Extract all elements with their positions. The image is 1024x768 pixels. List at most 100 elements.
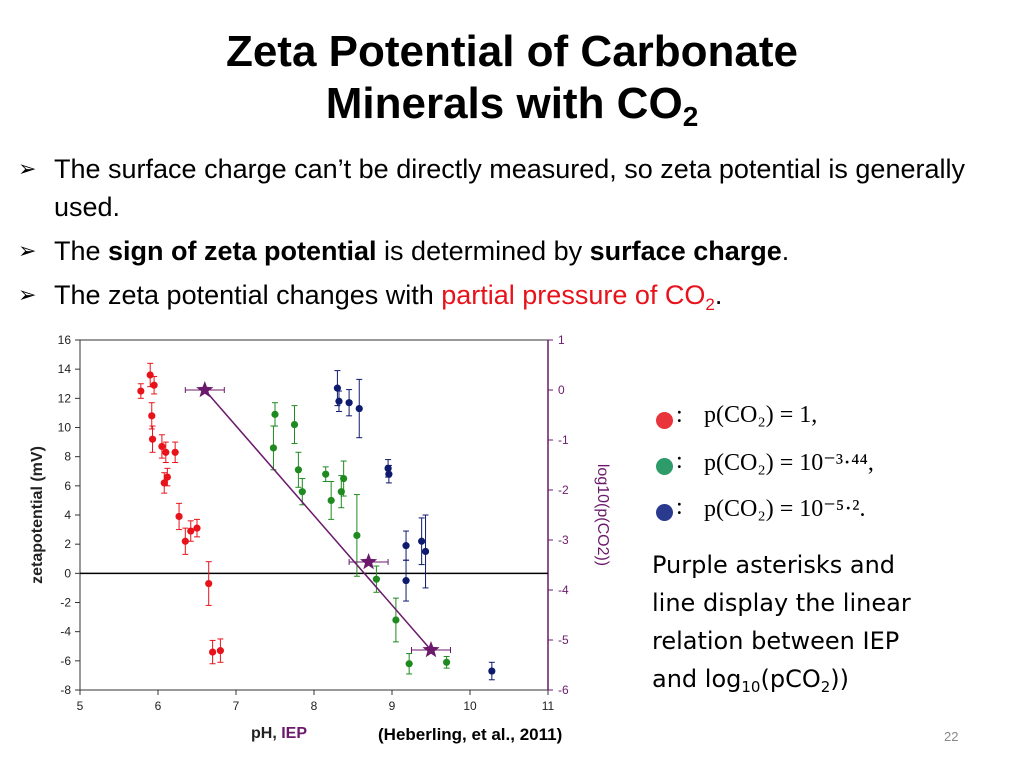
iep-regression-line (204, 389, 432, 651)
legend-dot-red (656, 412, 673, 429)
data-point (148, 412, 156, 420)
y-tick-label: 6 (64, 479, 71, 493)
x-axis-label: pH, IEP (251, 725, 307, 742)
data-point (175, 512, 183, 521)
legend-label: p(CO₂) = 10⁻³·⁴⁴, (704, 450, 874, 476)
y-tick-label: 16 (58, 333, 72, 347)
title-line-2: Minerals with CO2 (0, 78, 1024, 131)
data-point (337, 488, 345, 496)
desc-sub-2: 2 (820, 678, 831, 696)
data-point (488, 667, 496, 675)
y-tick-label: 10 (58, 421, 72, 435)
data-point (193, 524, 201, 532)
y-axis-label: zetapotential (mV) (29, 446, 46, 584)
y2-tick-label: -5 (558, 633, 569, 647)
desc-sub-1: 10 (741, 678, 761, 696)
y-tick-label: 4 (64, 508, 71, 522)
description-text: Purple asterisks and line display the li… (652, 546, 972, 698)
x-tick-label: 8 (311, 699, 318, 713)
data-point (443, 658, 451, 666)
x-tick-label: 7 (233, 699, 240, 713)
data-point (335, 397, 343, 405)
bullet-3-red: partial pressure of CO2 (441, 280, 715, 313)
y2-tick-label: -3 (558, 533, 569, 547)
data-point (402, 577, 410, 585)
data-point (384, 464, 392, 472)
iep-star-marker (422, 641, 440, 658)
legend-row: : p(CO₂) = 10⁻⁵·². (652, 490, 952, 536)
desc-pre: and log (652, 665, 742, 693)
desc-mid: (pCO (760, 665, 821, 693)
description-line-1: Purple asterisks and (652, 551, 896, 579)
data-point (209, 648, 217, 656)
title-line-1: Zeta Potential of Carbonate (225, 27, 799, 76)
bullet-2: ➢ The sign of zeta potential is determin… (18, 232, 1008, 270)
bullet-2-pre: The (54, 236, 109, 266)
bullet-2-mid: is determined by (376, 236, 590, 266)
bullet-list: ➢ The surface charge can’t be directly m… (18, 150, 1008, 320)
arrow-bullet-icon: ➢ (18, 238, 37, 263)
legend-row: : p(CO₂) = 1, (652, 398, 952, 444)
data-point (146, 371, 154, 379)
y2-tick-label: -1 (558, 433, 569, 447)
iep-star-marker (196, 381, 214, 398)
data-point (150, 381, 158, 389)
legend-label: p(CO₂) = 10⁻⁵·². (704, 496, 866, 522)
y2-tick-label: -6 (558, 683, 569, 697)
data-point (402, 542, 410, 550)
y-tick-label: 14 (58, 362, 72, 376)
data-point (353, 531, 361, 540)
data-point (372, 575, 380, 583)
legend-colon: : (676, 448, 683, 474)
data-point (181, 537, 189, 545)
data-point (294, 466, 302, 474)
citation: (Heberling, et al., 2011) (378, 725, 563, 744)
data-point (345, 399, 353, 407)
y-tick-label: -4 (60, 625, 71, 639)
data-point (160, 479, 168, 487)
legend-dot-green (656, 458, 673, 475)
data-point (137, 387, 145, 395)
x-tick-label: 6 (155, 699, 162, 713)
desc-post: )) (830, 665, 849, 693)
y2-tick-label: 0 (558, 383, 565, 397)
data-point (269, 444, 278, 452)
legend-row: : p(CO₂) = 10⁻³·⁴⁴, (652, 444, 952, 490)
data-point (290, 420, 299, 429)
data-point (216, 647, 224, 655)
data-point (163, 473, 171, 481)
data-point (187, 527, 195, 535)
y2-tick-label: -4 (558, 583, 569, 597)
x-axis-label-ph: pH, (251, 725, 281, 742)
data-point (355, 404, 363, 413)
description-line-4: and log10(pCO2)) (652, 660, 972, 698)
y-tick-label: 2 (64, 537, 71, 551)
bullet-3-pre: The zeta potential changes with (54, 280, 442, 310)
bullet-3-red-sub: 2 (705, 295, 715, 314)
arrow-bullet-icon: ➢ (18, 282, 37, 307)
arrow-bullet-icon: ➢ (18, 156, 37, 181)
data-point (171, 448, 179, 456)
x-tick-label: 10 (463, 699, 477, 713)
y-tick-label: 12 (58, 391, 72, 405)
data-point (385, 470, 393, 478)
legend-label: p(CO₂) = 1, (704, 402, 818, 428)
x-tick-label: 9 (389, 699, 396, 713)
data-point (298, 488, 306, 496)
y-tick-label: -2 (60, 596, 71, 610)
description-line-3: relation between IEP (652, 627, 900, 655)
y-tick-label: -8 (60, 683, 71, 697)
bullet-3-red-text: partial pressure of CO (441, 280, 706, 310)
bullet-3-post: . (714, 280, 723, 310)
bullet-2-bold-2: surface charge (589, 236, 782, 266)
data-point (322, 470, 330, 478)
title-line-2-text: Minerals with CO (325, 79, 683, 128)
data-point (418, 537, 426, 545)
data-point (421, 547, 430, 556)
data-point (205, 579, 213, 588)
data-point (148, 435, 157, 443)
y2-tick-label: 1 (558, 333, 565, 347)
x-axis-label-iep: IEP (281, 725, 307, 742)
legend-colon: : (676, 402, 683, 428)
bullet-1-text: The surface charge can’t be directly mea… (54, 154, 965, 222)
